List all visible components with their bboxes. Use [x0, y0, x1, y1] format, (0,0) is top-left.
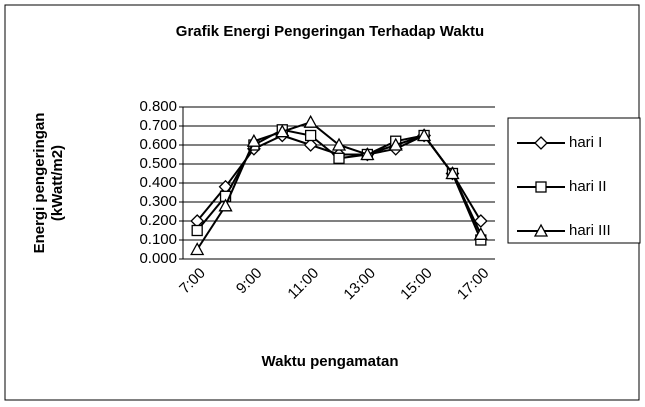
y-tick-label: 0.200 — [139, 212, 177, 229]
marker — [303, 114, 318, 128]
x-axis-label: Waktu pengamatan — [262, 353, 399, 370]
marker — [303, 138, 318, 152]
legend-label: hari II — [569, 178, 607, 195]
marker — [304, 129, 317, 142]
marker — [246, 133, 262, 147]
y-tick-label: 0.100 — [139, 231, 177, 248]
marker — [360, 147, 375, 161]
legend-label: hari III — [569, 222, 611, 239]
y-tick-label: 0.000 — [139, 250, 177, 267]
marker — [333, 152, 345, 164]
y-tick-label: 0.700 — [139, 117, 177, 134]
chart-title: Grafik Energi Pengeringan Terhadap Waktu — [176, 23, 484, 40]
y-axis-label: (kWatt/m2) — [49, 145, 66, 221]
marker — [191, 224, 203, 237]
y-tick-label: 0.400 — [139, 174, 177, 191]
marker — [473, 226, 488, 240]
y-axis-label: Energi pengeringan — [31, 113, 48, 254]
marker — [533, 223, 549, 237]
legend-box — [507, 117, 641, 244]
marker — [331, 137, 347, 151]
marker — [445, 166, 460, 180]
y-tick-label: 0.500 — [139, 155, 177, 172]
marker — [534, 136, 548, 150]
y-tick-label: 0.600 — [139, 136, 177, 153]
marker — [416, 128, 432, 142]
marker — [190, 242, 205, 256]
y-tick-label: 0.300 — [139, 193, 177, 210]
legend-label: hari I — [569, 134, 602, 151]
y-tick-label: 0.800 — [139, 98, 177, 115]
marker — [535, 181, 547, 193]
marker — [218, 198, 233, 212]
marker — [388, 137, 403, 151]
marker — [275, 124, 290, 138]
